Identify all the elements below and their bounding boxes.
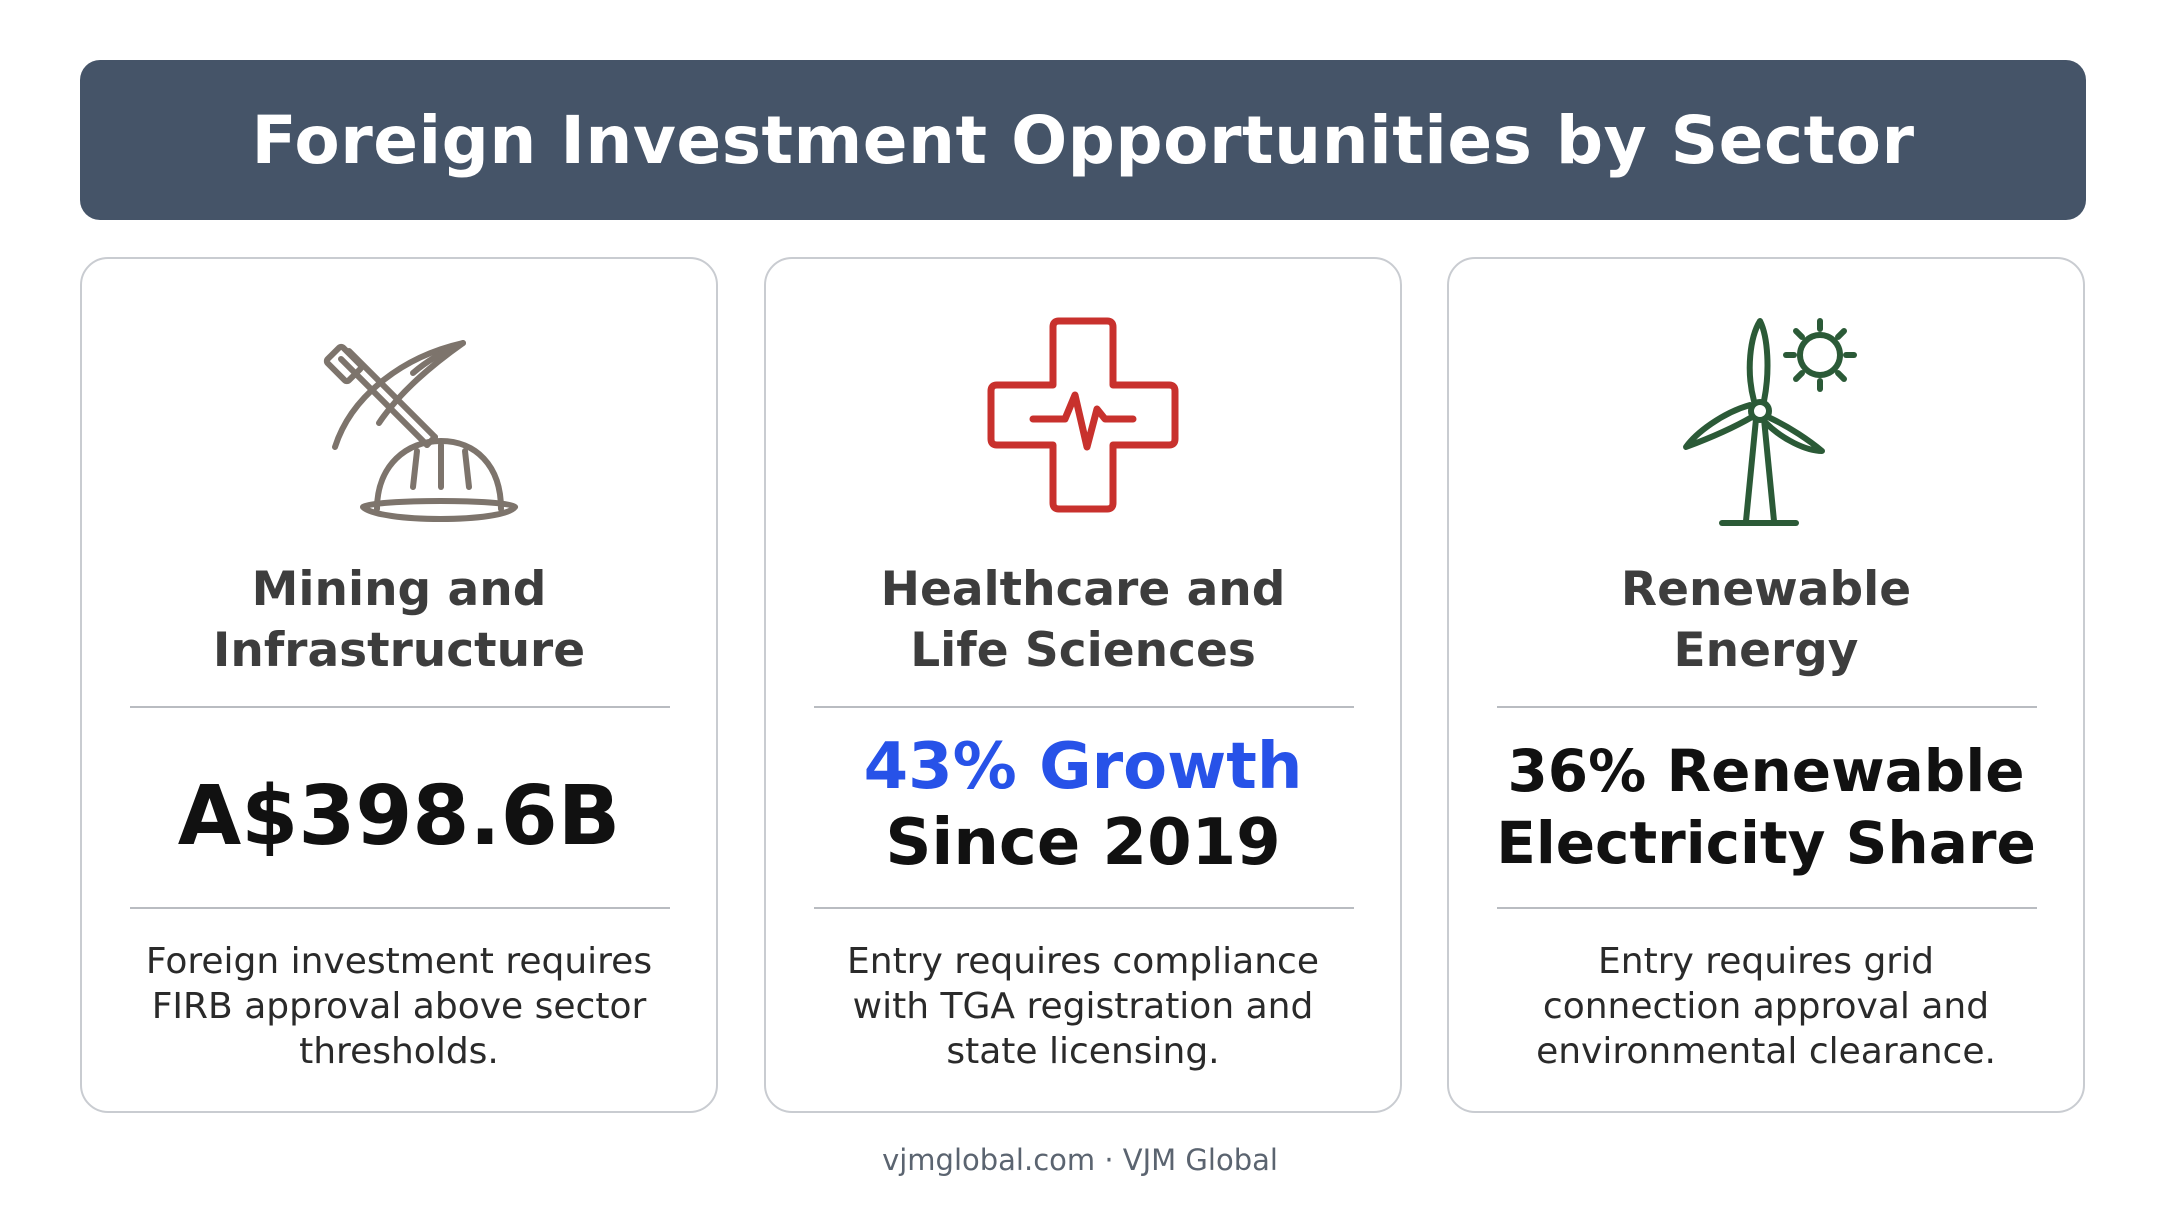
metric-line: Electricity Share: [1496, 809, 2036, 877]
sector-metric: 43% Growth Since 2019: [766, 729, 1400, 881]
metric-line: 36% Renewable: [1507, 737, 2025, 805]
page-title: Foreign Investment Opportunities by Sect…: [251, 101, 1915, 179]
wind-turbine-sun-icon: [1646, 301, 1886, 541]
sector-description: Entry requires grid connection approval …: [1536, 941, 1996, 1072]
footer-credit: vjmglobal.com · VJM Global: [882, 1143, 1278, 1177]
divider: [1497, 706, 2037, 708]
sector-card-renewable: Renewable Energy 36% Renewable Electrici…: [1447, 257, 2085, 1113]
page-header: Foreign Investment Opportunities by Sect…: [80, 60, 2086, 220]
divider: [1497, 907, 2037, 909]
divider: [814, 907, 1354, 909]
sector-metric: 36% Renewable Electricity Share: [1449, 735, 2083, 879]
pickaxe-hardhat-icon: [279, 301, 519, 541]
divider: [130, 907, 670, 909]
sector-title: Renewable Energy: [1620, 562, 1912, 678]
sector-description: Entry requires compliance with TGA regis…: [847, 941, 1319, 1072]
sector-title: Mining and Infrastructure: [212, 562, 586, 678]
sector-card-mining: Mining and Infrastructure A$398.6B Forei…: [80, 257, 718, 1113]
sector-card-healthcare: Healthcare and Life Sciences 43% Growth …: [764, 257, 1402, 1113]
medical-cross-heartbeat-icon: [963, 301, 1203, 541]
sector-metric: A$398.6B: [177, 769, 621, 864]
sector-description: Foreign investment requires FIRB approva…: [145, 941, 653, 1072]
metric-subline: Since 2019: [885, 806, 1281, 880]
divider: [814, 706, 1354, 708]
divider: [130, 706, 670, 708]
metric-highlight: 43% Growth: [863, 730, 1303, 804]
sector-title: Healthcare and Life Sciences: [880, 562, 1286, 678]
